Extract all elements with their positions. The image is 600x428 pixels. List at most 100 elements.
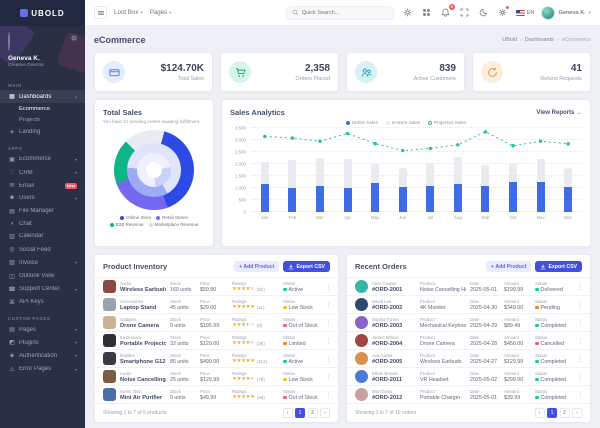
bar-May	[361, 128, 389, 212]
rating-count: (52)	[256, 287, 265, 292]
sidebar-item-ecommerce[interactable]: Ecommerce	[19, 105, 50, 112]
page-title: eCommerce	[94, 35, 146, 45]
sidebar-item-landing[interactable]: ✈ Landing	[9, 129, 41, 136]
user-menu[interactable]: Geneva K. ▾	[541, 5, 591, 20]
topnav-loot-box[interactable]: Loot Box ▾	[114, 9, 143, 16]
chevron-down-icon: ▾	[74, 260, 77, 266]
x-tick-label: Jan	[261, 215, 269, 220]
search-input[interactable]	[301, 9, 388, 16]
gridline	[251, 127, 582, 128]
pagination-page[interactable]: 2	[307, 408, 318, 418]
sidebar-item[interactable]: ▤ Pages ▾	[9, 326, 77, 334]
sidebar-item[interactable]: ◎ Social Feed	[9, 246, 51, 254]
row-menu-button[interactable]: ⋮	[325, 319, 332, 327]
us-flag-icon	[515, 9, 525, 16]
export-csv-button[interactable]: Export CSV	[283, 261, 330, 272]
status-dot	[535, 287, 539, 292]
sidebar-item-projects[interactable]: Projects	[19, 116, 40, 123]
sidebar-item[interactable]: ♡ CRM ▾	[9, 169, 77, 177]
sidebar-item[interactable]: ⚠ Error Pages ▾	[9, 366, 77, 373]
theme-dark-button[interactable]	[478, 7, 490, 19]
export-csv-button[interactable]: Export CSV	[535, 261, 582, 272]
row-menu-button[interactable]: ⋮	[577, 319, 584, 327]
add-product-button[interactable]: + Add Product	[486, 261, 532, 272]
sidebar-item[interactable]: ✉ Email New	[9, 182, 77, 190]
row-menu-button[interactable]: ⋮	[325, 373, 332, 381]
sidebar-item[interactable]: ▤ File Manager	[9, 208, 55, 215]
product-category: Accessories	[120, 298, 144, 304]
sidebar-item[interactable]: ☻ Users ▾	[8, 195, 77, 202]
sidebar-item[interactable]: ▥ Calendar	[9, 233, 44, 240]
status-dot	[283, 323, 287, 328]
sidebar-item[interactable]: ☎ Support Center ▾	[8, 286, 77, 293]
breadcrumb-ubold[interactable]: UBold	[502, 37, 517, 43]
notification-badge: 5	[448, 3, 455, 10]
profile-settings-button[interactable]	[70, 34, 78, 42]
row-menu-button[interactable]: ⋮	[577, 355, 584, 363]
sidebar-item[interactable]: ◩ Plugins ▾	[9, 339, 77, 347]
customer-avatar	[355, 388, 368, 401]
fullscreen-button[interactable]	[459, 7, 471, 19]
breadcrumb-dashboards[interactable]: Dashboards	[524, 37, 554, 43]
pagination-next[interactable]: ›	[572, 408, 582, 418]
legend-dot	[109, 222, 114, 227]
pagination-page[interactable]: 1	[547, 408, 557, 418]
row-menu-button[interactable]: ⋮	[325, 355, 332, 363]
add-product-button[interactable]: + Add Product	[234, 261, 280, 272]
brand-name: UBOLD	[31, 8, 65, 18]
sidebar-item[interactable]: ▧ Invoice ▾	[9, 259, 77, 267]
order-id: #ORD-2011	[372, 376, 403, 383]
sidebar-item[interactable]: ⌘ API Keys	[9, 299, 44, 306]
pagination-prev[interactable]: ‹	[282, 408, 293, 418]
topbar: UBOLD Loot Box ▾ Pages ▾ 5	[0, 0, 600, 26]
sidebar-item[interactable]: ◫ Outlook View	[9, 273, 55, 280]
legend-item-online-sales: Online Sales	[345, 120, 378, 125]
status-dot	[535, 359, 539, 364]
order-product: 4K Monitor	[420, 304, 446, 311]
status-badge: Completed	[540, 394, 567, 401]
pagination-page[interactable]: 2	[559, 408, 570, 418]
settings-button[interactable]	[497, 5, 509, 19]
row-menu-button[interactable]: ⋮	[577, 337, 584, 345]
status-dot	[535, 395, 539, 400]
search-box[interactable]	[284, 5, 395, 20]
view-reports-link[interactable]: View Reports →	[536, 109, 582, 116]
product-stock: 25 units	[170, 376, 189, 383]
chevron-down-icon: ▾	[74, 366, 77, 372]
row-menu-button[interactable]: ⋮	[325, 301, 332, 309]
sidebar-item[interactable]: ◖ Chat	[0, 218, 85, 230]
sidebar-item-dashboards[interactable]: ▦ Dashboards ▴	[0, 90, 85, 104]
user-name: Geneva K.	[558, 9, 586, 16]
topnav-pages[interactable]: Pages ▾	[149, 9, 172, 16]
pagination-page[interactable]: 1	[295, 408, 305, 418]
pagination-next[interactable]: ›	[320, 408, 330, 418]
sidebar-item[interactable]: ◈ Authentication ▾	[9, 352, 77, 360]
pagination-prev[interactable]: ‹	[534, 408, 545, 418]
x-tick-label: Aug	[453, 215, 462, 220]
row-menu-button[interactable]: ⋮	[325, 391, 332, 399]
profile-avatar[interactable]	[8, 32, 10, 51]
apps-grid-button[interactable]	[421, 7, 433, 19]
brand-logo[interactable]: UBOLD	[0, 0, 85, 26]
product-name: Wireless Earbuds	[120, 286, 166, 293]
status-dot	[283, 305, 287, 310]
notifications-button[interactable]: 5	[440, 3, 455, 19]
sun-icon	[403, 8, 412, 17]
product-name: Laptop Stand	[120, 304, 157, 311]
row-menu-button[interactable]: ⋮	[325, 337, 332, 345]
sidebar-item[interactable]: ▣ Ecommerce ▾	[9, 156, 77, 163]
product-row: Mobiles Smartphone G12 Stock 85 units Pri…	[95, 349, 338, 367]
star-rating: ★★★★★★★★★★	[232, 286, 255, 292]
row-menu-button[interactable]: ⋮	[325, 283, 332, 291]
language-selector[interactable]: EN	[515, 9, 534, 16]
menu-toggle-button[interactable]	[94, 6, 107, 19]
gridline	[251, 211, 582, 212]
row-menu-button[interactable]: ⋮	[577, 301, 584, 309]
row-menu-button[interactable]: ⋮	[577, 373, 584, 381]
order-id: #ORD-2005	[372, 358, 403, 365]
product-thumbnail	[103, 370, 116, 383]
theme-light-button[interactable]	[402, 7, 414, 19]
y-tick-label: 3,500	[235, 125, 246, 131]
row-menu-button[interactable]: ⋮	[577, 283, 584, 291]
row-menu-button[interactable]: ⋮	[577, 391, 584, 399]
